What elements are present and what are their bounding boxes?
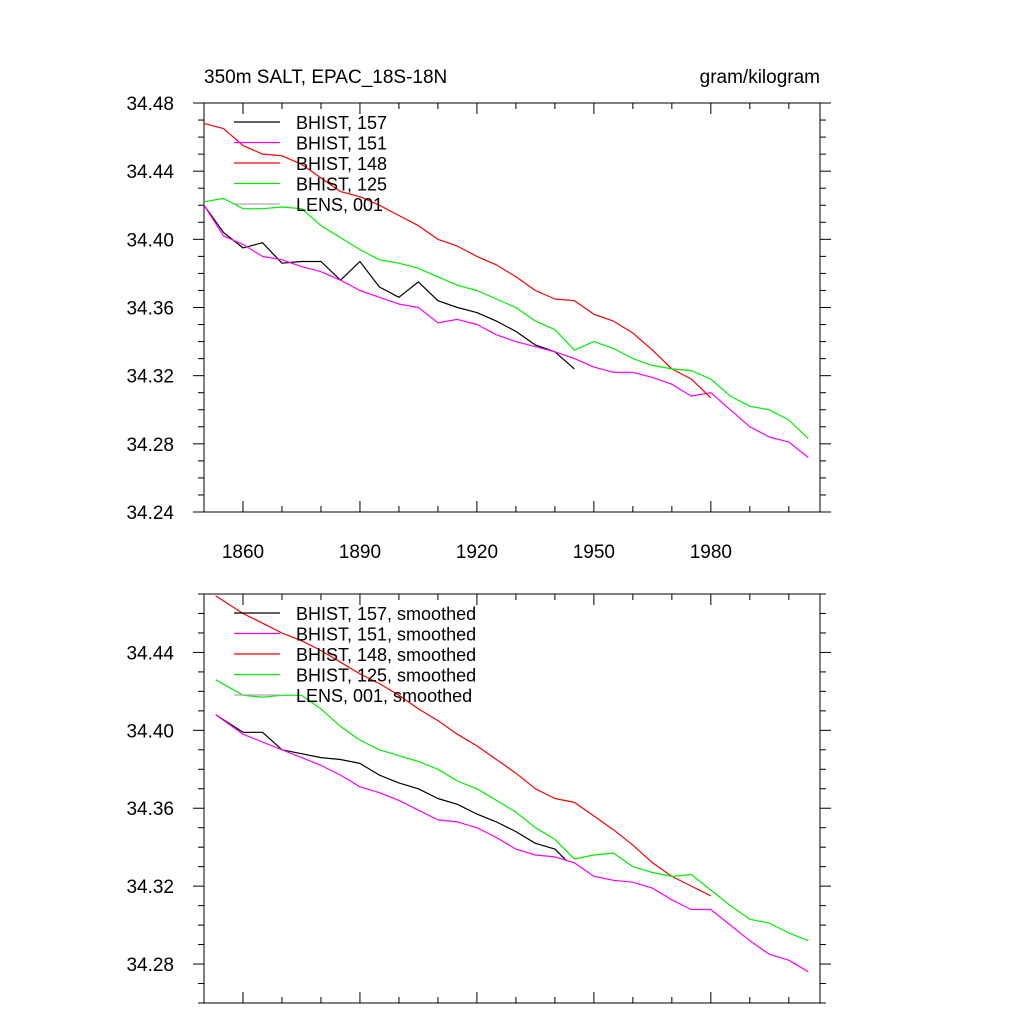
legend-label: BHIST, 151, smoothed bbox=[296, 625, 476, 645]
series-line-bhist-157 bbox=[203, 204, 575, 370]
legend-label: BHIST, 148 bbox=[296, 154, 387, 174]
legend-label: LENS, 001, smoothed bbox=[296, 686, 472, 706]
x-tick-label: 1890 bbox=[339, 542, 381, 563]
series-line-bhist-148-smoothed bbox=[215, 595, 712, 897]
y-tick-label: 34.36 bbox=[126, 799, 174, 820]
legend-label: LENS, 001 bbox=[296, 195, 383, 215]
legend-label: BHIST, 148, smoothed bbox=[296, 645, 476, 665]
legend-label: BHIST, 157 bbox=[296, 113, 387, 133]
legend-label: BHIST, 151 bbox=[296, 134, 387, 154]
y-tick-label: 34.28 bbox=[126, 955, 174, 976]
series-line-bhist-151 bbox=[203, 204, 809, 458]
x-tick-label: 1920 bbox=[456, 542, 498, 563]
plot-frame bbox=[203, 593, 821, 1004]
series-line-bhist-125-smoothed bbox=[215, 679, 809, 942]
units-label: gram/kilogram bbox=[700, 67, 820, 88]
y-tick-label: 34.44 bbox=[126, 643, 174, 664]
x-tick-label: 1980 bbox=[690, 542, 732, 563]
series-line-bhist-151-smoothed bbox=[215, 714, 809, 973]
x-tick-label: 1860 bbox=[222, 542, 264, 563]
y-tick-label: 34.32 bbox=[126, 877, 174, 898]
series-line-bhist-125 bbox=[203, 197, 809, 440]
y-tick-label: 34.28 bbox=[126, 435, 174, 456]
y-tick-label: 34.48 bbox=[126, 94, 174, 115]
legend-label: BHIST, 157, smoothed bbox=[296, 604, 476, 624]
y-tick-label: 34.36 bbox=[126, 299, 174, 320]
y-tick-label: 34.24 bbox=[126, 503, 174, 524]
y-tick-label: 34.40 bbox=[126, 721, 174, 742]
chart-title: 350m SALT, EPAC_18S-18N bbox=[204, 67, 447, 88]
y-tick-label: 34.44 bbox=[126, 162, 174, 183]
legend-label: BHIST, 125, smoothed bbox=[296, 666, 476, 686]
y-tick-label: 34.32 bbox=[126, 367, 174, 388]
x-tick-label: 1950 bbox=[573, 542, 615, 563]
legend-label: BHIST, 125 bbox=[296, 175, 387, 195]
series-line-bhist-157-smoothed bbox=[215, 714, 568, 862]
y-tick-label: 34.40 bbox=[126, 230, 174, 251]
bottom-panel: 34.28 34.32 34.36 34.40 34.44 BHIST, 157, smo… bbox=[126, 593, 831, 1004]
top-panel: 1860 1890 1920 1950 1980 34.24 34.28 34.32 34.36… bbox=[126, 94, 831, 563]
series-line-bhist-148 bbox=[203, 122, 712, 399]
